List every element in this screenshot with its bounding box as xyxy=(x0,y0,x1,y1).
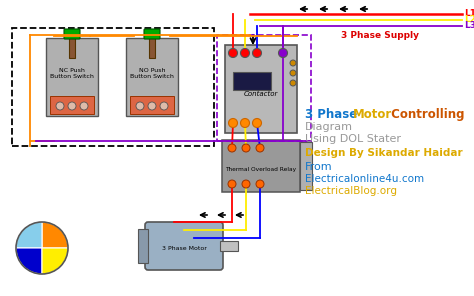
Text: NO Push
Button Switch: NO Push Button Switch xyxy=(130,68,174,78)
Text: From: From xyxy=(305,162,333,172)
Circle shape xyxy=(56,102,64,110)
Circle shape xyxy=(290,60,296,66)
Circle shape xyxy=(228,49,237,57)
Wedge shape xyxy=(42,222,68,248)
Text: 3 Phase Motor: 3 Phase Motor xyxy=(162,245,207,250)
Circle shape xyxy=(290,70,296,76)
Circle shape xyxy=(256,144,264,152)
Circle shape xyxy=(228,118,237,128)
FancyBboxPatch shape xyxy=(126,38,178,116)
Bar xyxy=(220,241,238,251)
FancyBboxPatch shape xyxy=(138,229,148,263)
Circle shape xyxy=(148,102,156,110)
FancyBboxPatch shape xyxy=(64,29,80,39)
FancyBboxPatch shape xyxy=(233,72,271,90)
Wedge shape xyxy=(16,222,42,248)
Circle shape xyxy=(136,102,144,110)
Text: Motor: Motor xyxy=(353,108,392,121)
FancyBboxPatch shape xyxy=(46,38,98,116)
FancyBboxPatch shape xyxy=(300,142,312,190)
Circle shape xyxy=(80,102,88,110)
Circle shape xyxy=(279,49,288,57)
Text: L1: L1 xyxy=(464,9,474,18)
Circle shape xyxy=(228,180,236,188)
Wedge shape xyxy=(42,248,68,274)
Text: Design By Sikandar Haidar: Design By Sikandar Haidar xyxy=(305,148,463,158)
Text: Contactor: Contactor xyxy=(244,91,278,97)
Bar xyxy=(69,38,75,58)
Circle shape xyxy=(240,49,249,57)
Circle shape xyxy=(228,144,236,152)
FancyBboxPatch shape xyxy=(145,222,223,270)
Text: L2: L2 xyxy=(464,15,474,25)
Text: Using DOL Stater: Using DOL Stater xyxy=(305,134,401,144)
Text: Electricalonline4u.com: Electricalonline4u.com xyxy=(305,174,424,184)
Circle shape xyxy=(160,102,168,110)
Text: 3 Phase: 3 Phase xyxy=(305,108,361,121)
Text: ElectricalBlog.org: ElectricalBlog.org xyxy=(305,186,397,196)
Circle shape xyxy=(242,144,250,152)
Circle shape xyxy=(256,180,264,188)
Text: Controlling: Controlling xyxy=(387,108,465,121)
Circle shape xyxy=(253,118,262,128)
Text: L3: L3 xyxy=(464,22,474,30)
Circle shape xyxy=(253,49,262,57)
FancyBboxPatch shape xyxy=(130,96,174,114)
Text: Diagram: Diagram xyxy=(305,122,353,132)
Circle shape xyxy=(290,80,296,86)
FancyBboxPatch shape xyxy=(222,140,300,192)
FancyBboxPatch shape xyxy=(50,96,94,114)
Circle shape xyxy=(242,180,250,188)
Wedge shape xyxy=(16,248,42,274)
Circle shape xyxy=(240,118,249,128)
Bar xyxy=(149,38,155,58)
FancyBboxPatch shape xyxy=(144,29,160,39)
Text: Thermal Overload Relay: Thermal Overload Relay xyxy=(226,166,297,171)
Text: NC Push
Button Switch: NC Push Button Switch xyxy=(50,68,94,78)
Text: 3 Phase Supply: 3 Phase Supply xyxy=(341,31,419,41)
Circle shape xyxy=(68,102,76,110)
FancyBboxPatch shape xyxy=(225,45,297,133)
